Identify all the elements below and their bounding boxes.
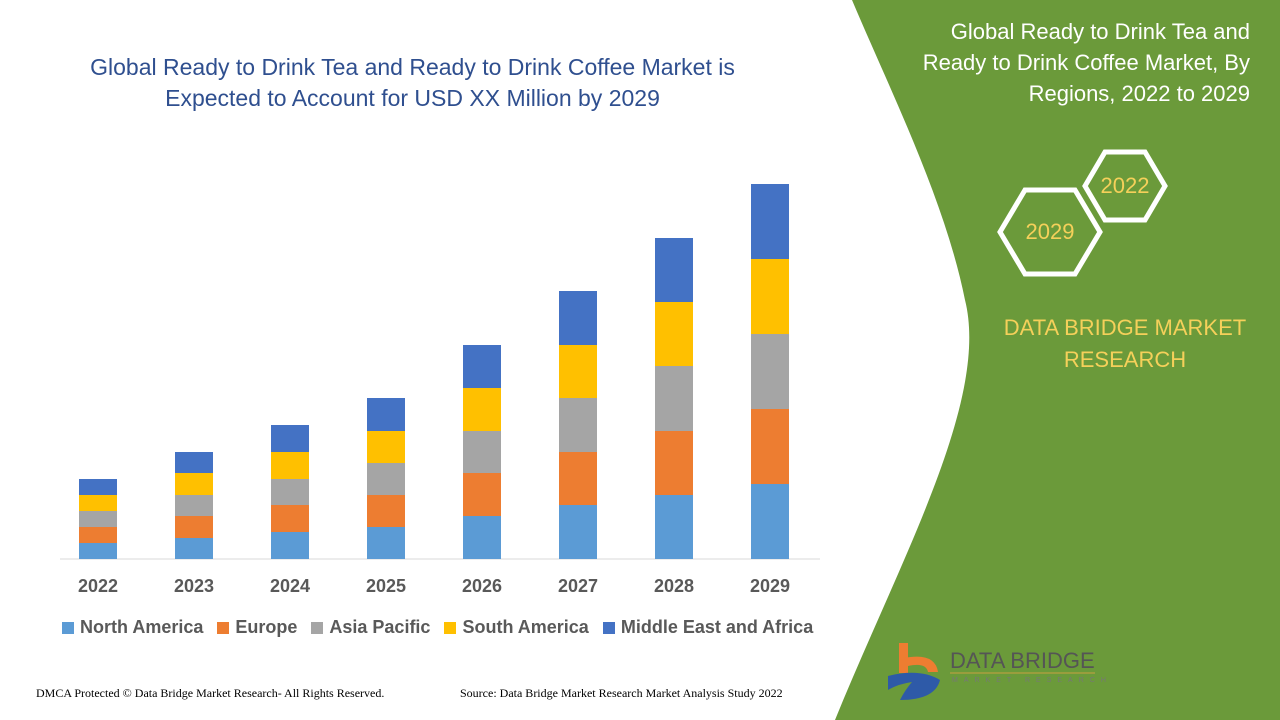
bar-segment-2028-3 (655, 302, 693, 366)
bar-segment-2022-2 (79, 511, 117, 527)
bar-segment-2027-4 (559, 291, 597, 345)
logo-text: DATA BRIDGE (950, 648, 1095, 673)
bar-segment-2022-0 (79, 543, 117, 559)
bar-segment-2027-1 (559, 452, 597, 505)
bar-segment-2028-4 (655, 238, 693, 302)
legend-swatch (217, 621, 230, 634)
green-panel (835, 0, 1280, 720)
bar-segment-2029-2 (751, 334, 789, 409)
bar-segment-2026-1 (463, 473, 501, 516)
legend-label: Middle East and Africa (620, 617, 814, 637)
bar-segment-2024-1 (271, 505, 309, 532)
bar-segment-2026-3 (463, 388, 501, 431)
legend: North America Europe Asia Pacific South Ame… (62, 617, 813, 638)
bar-segment-2025-3 (367, 431, 405, 463)
hexagon-2022 (1082, 149, 1168, 223)
legend-swatch (602, 621, 615, 634)
bar-segment-2024-0 (271, 532, 309, 559)
bar-segment-2026-2 (463, 431, 501, 473)
bar-segment-2022-4 (79, 479, 117, 495)
bar-segment-2025-1 (367, 495, 405, 527)
hex-label-2022: 2022 (1100, 173, 1150, 198)
bar-segment-2026-0 (463, 516, 501, 559)
hexagon-2029 (997, 187, 1103, 277)
bar-segment-2028-1 (655, 431, 693, 495)
bar-segment-2023-2 (175, 495, 213, 516)
legend-label: North America (80, 617, 204, 637)
bar-segment-2028-0 (655, 495, 693, 559)
x-tick-label: 2025 (365, 576, 407, 596)
bar-segment-2027-2 (559, 398, 597, 452)
brand-text: DATA BRIDGE MARKET RESEARCH (1003, 315, 1247, 372)
legend-label: Europe (235, 617, 298, 637)
bar-segment-2029-0 (751, 484, 789, 559)
x-tick-label: 2022 (77, 576, 119, 596)
bar-segment-2025-0 (367, 527, 405, 559)
bar-segment-2029-3 (751, 259, 789, 334)
bar-segment-2023-3 (175, 473, 213, 495)
bar-segment-2029-4 (751, 184, 789, 259)
chart-title: Global Ready to Drink Tea and Ready to D… (90, 54, 735, 111)
legend-item: North America (62, 617, 203, 638)
bar-segment-2025-2 (367, 463, 405, 495)
hex-label-2029: 2029 (1025, 219, 1075, 244)
bar-segment-2026-4 (463, 345, 501, 388)
bar-segment-2028-2 (655, 366, 693, 431)
side-title: Global Ready to Drink Tea and Ready to D… (922, 19, 1250, 106)
bar-segment-2023-0 (175, 538, 213, 559)
bar-segment-2022-1 (79, 527, 117, 543)
legend-item: Middle East and Africa (602, 617, 814, 638)
legend-item: Asia Pacific (311, 617, 430, 638)
footer-source: Source: Data Bridge Market Research Mark… (460, 686, 783, 700)
x-tick-label: 2026 (461, 576, 503, 596)
x-tick-label: 2023 (173, 576, 215, 596)
legend-swatch (62, 621, 74, 634)
bar-segment-2023-1 (175, 516, 213, 538)
bar-segment-2025-4 (367, 398, 405, 431)
legend-item: South America (444, 617, 589, 638)
bar-segment-2027-0 (559, 505, 597, 559)
bar-segment-2022-3 (79, 495, 117, 511)
stacked-bar-chart (60, 184, 820, 560)
logo-tagline: MARKET RESEARCH (952, 677, 1112, 684)
x-tick-label: 2029 (749, 576, 791, 596)
bar-segment-2023-4 (175, 452, 213, 473)
legend-swatch (444, 621, 457, 634)
legend-swatch (311, 621, 324, 634)
bar-segment-2024-2 (271, 479, 309, 505)
x-tick-label: 2027 (557, 576, 599, 596)
bar-segment-2029-1 (751, 409, 789, 484)
logo-icon (888, 643, 940, 700)
bar-segment-2027-3 (559, 345, 597, 398)
legend-label: Asia Pacific (329, 617, 431, 637)
x-tick-label: 2028 (653, 576, 695, 596)
bar-segment-2024-3 (271, 452, 309, 479)
x-tick-label: 2024 (269, 576, 311, 596)
bar-segment-2024-4 (271, 425, 309, 452)
footer-copyright: DMCA Protected © Data Bridge Market Rese… (36, 686, 385, 700)
legend-label: South America (462, 617, 589, 637)
legend-item: Europe (217, 617, 297, 638)
